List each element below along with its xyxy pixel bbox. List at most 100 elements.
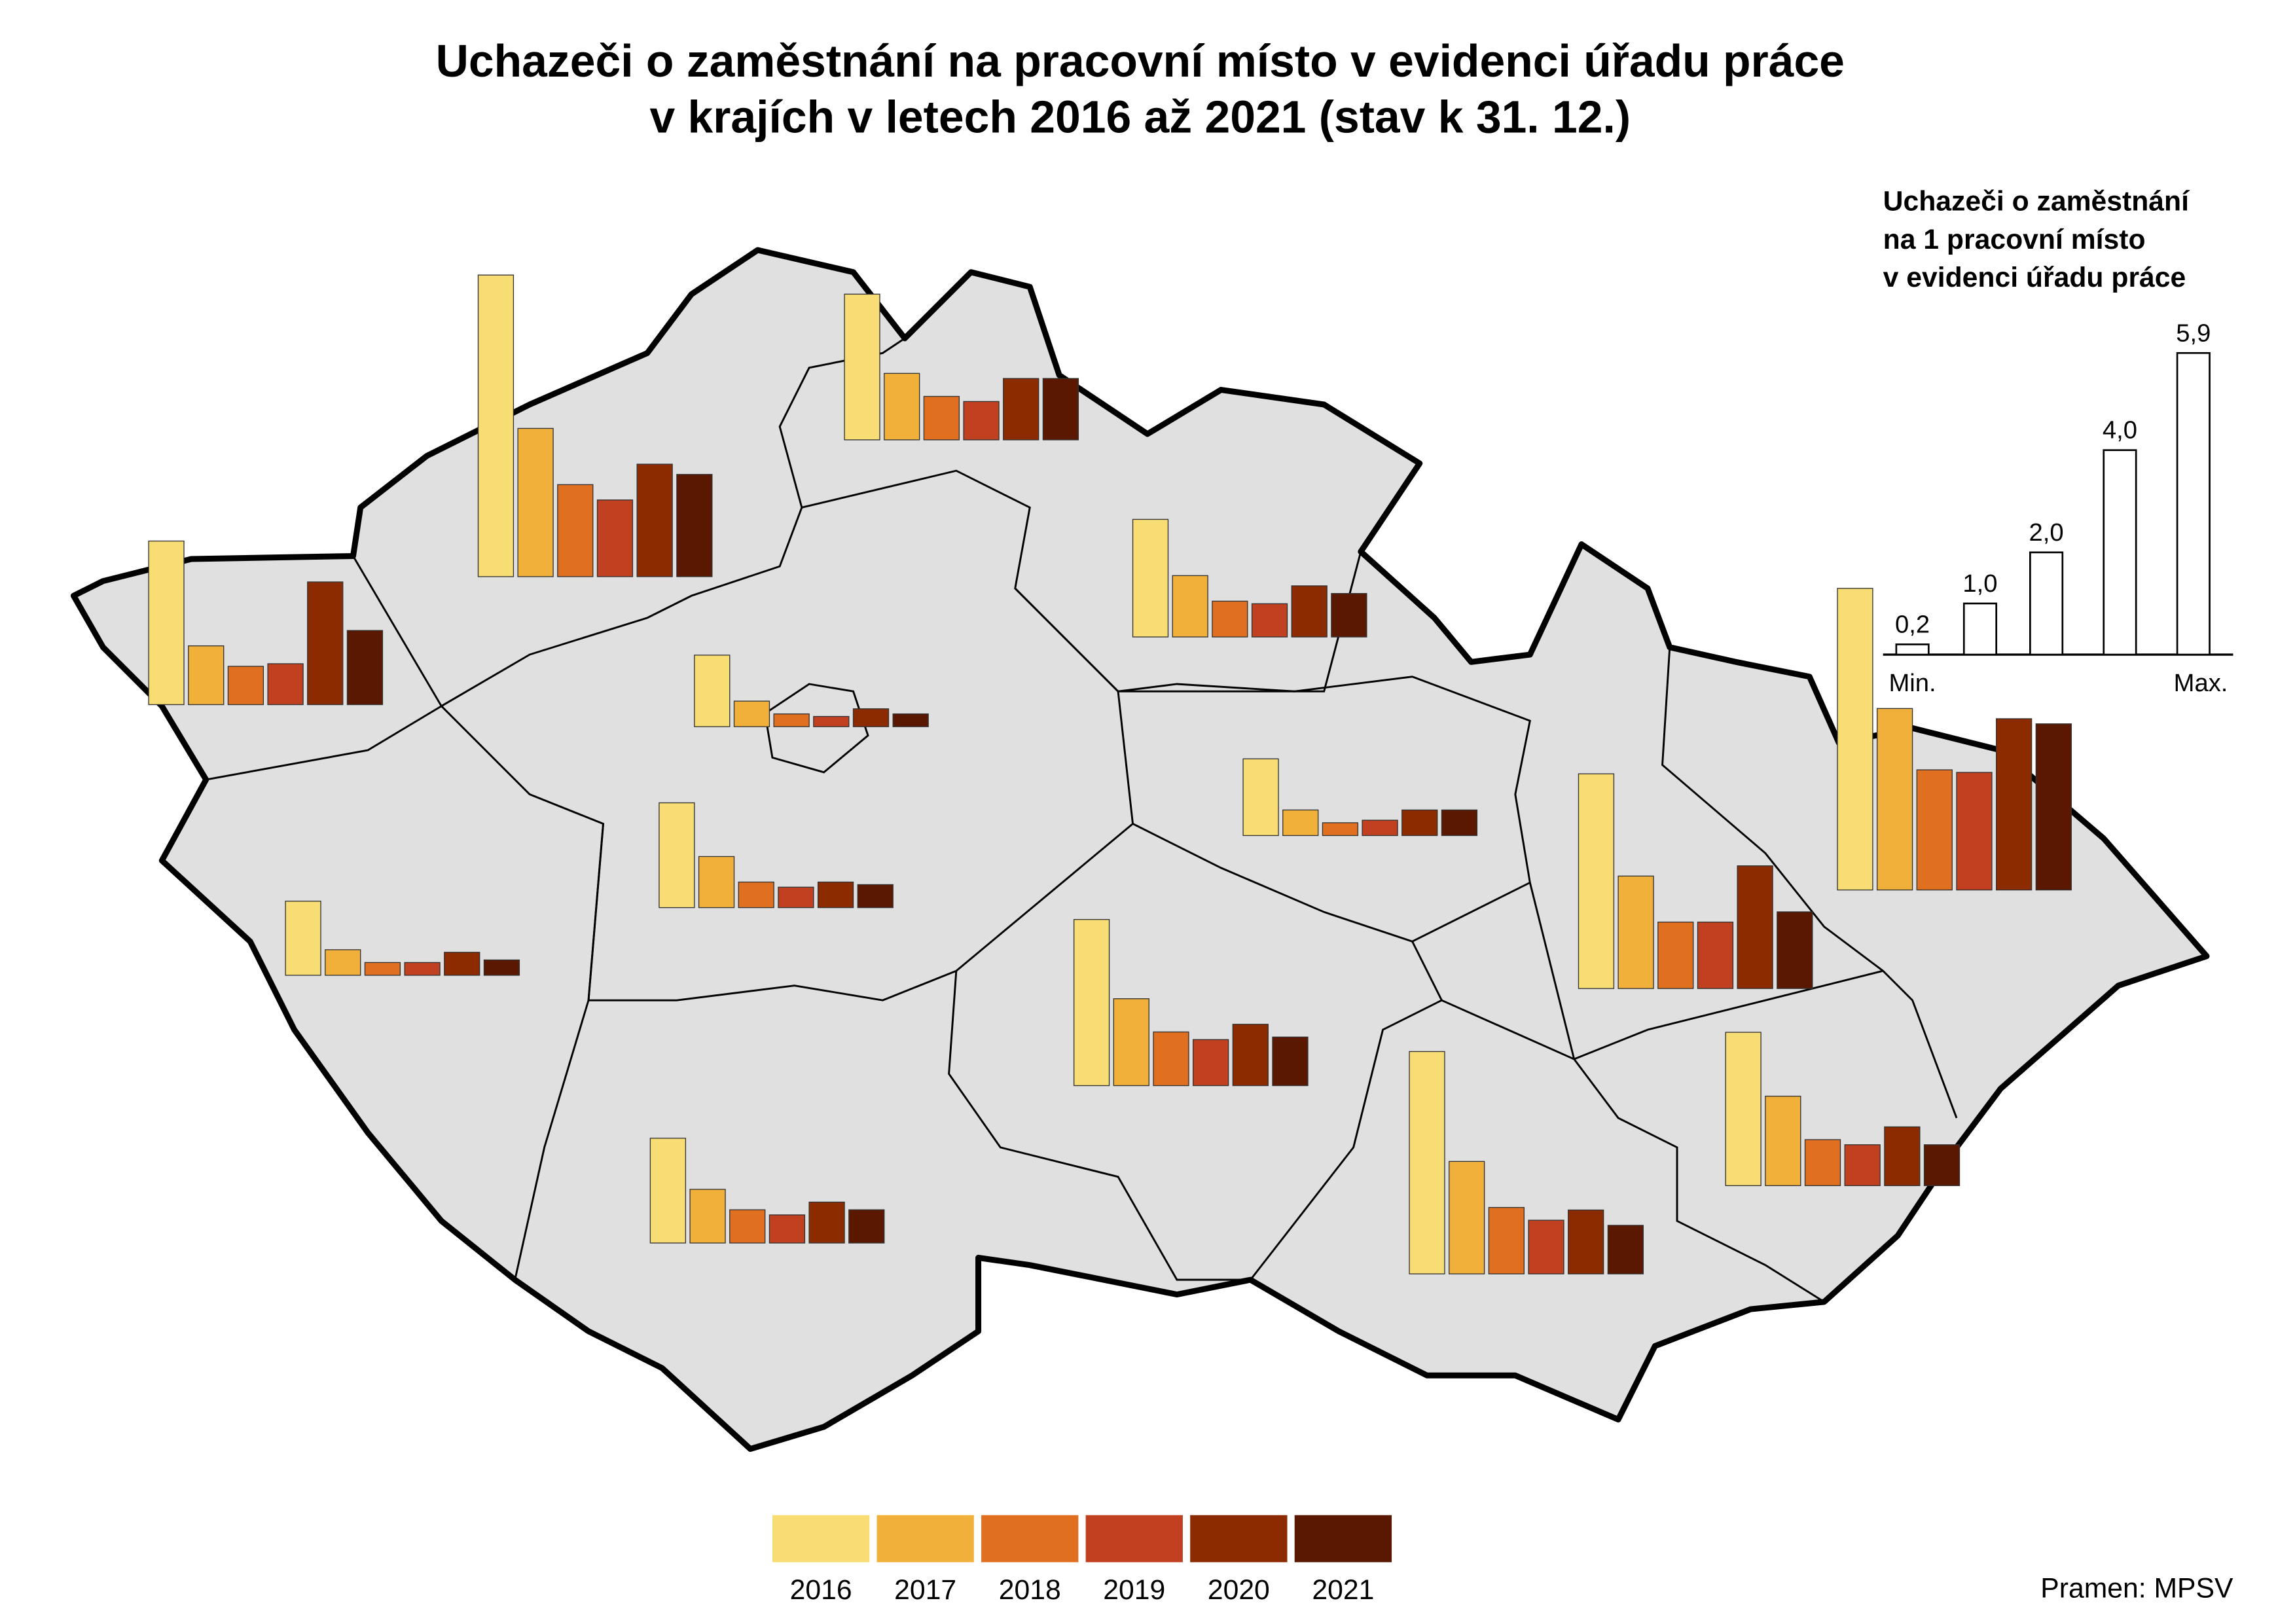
bar bbox=[892, 713, 929, 727]
bar bbox=[1212, 600, 1248, 638]
bar bbox=[1401, 809, 1438, 837]
key-bar bbox=[1962, 602, 1998, 656]
bar bbox=[1607, 1225, 1644, 1274]
key-bar bbox=[1895, 643, 1930, 656]
bar bbox=[659, 802, 695, 909]
bar bbox=[1765, 1095, 1801, 1186]
bar bbox=[1725, 1032, 1762, 1186]
legend-swatch bbox=[981, 1515, 1079, 1562]
bar bbox=[738, 881, 774, 909]
legend-label: 2017 bbox=[894, 1574, 956, 1606]
bar bbox=[1916, 769, 1953, 891]
legend-swatch bbox=[1294, 1515, 1392, 1562]
bar bbox=[1042, 378, 1079, 441]
bar bbox=[1441, 809, 1478, 837]
source: Pramen: MPSV bbox=[2040, 1573, 2233, 1604]
legend-label: 2018 bbox=[999, 1574, 1061, 1606]
key-bar bbox=[2176, 352, 2211, 656]
bar bbox=[729, 1209, 766, 1244]
bar bbox=[444, 952, 480, 976]
bar bbox=[267, 663, 304, 706]
bar bbox=[733, 700, 770, 727]
key-title: Uchazeči o zaměstnání bbox=[1883, 185, 2190, 217]
bar bbox=[963, 401, 1000, 441]
bar bbox=[404, 962, 441, 976]
key-value-label: 5,9 bbox=[2176, 319, 2211, 347]
bar bbox=[1073, 919, 1110, 1087]
bar bbox=[517, 427, 554, 577]
bar bbox=[884, 372, 920, 441]
bar bbox=[557, 484, 594, 577]
key-title: v evidenci úřadu práce bbox=[1883, 262, 2186, 293]
bar bbox=[1617, 875, 1654, 989]
bar bbox=[694, 655, 731, 727]
bar bbox=[1568, 1209, 1604, 1274]
bar bbox=[813, 715, 850, 727]
bar bbox=[844, 293, 880, 441]
bar bbox=[2035, 723, 2072, 891]
bar bbox=[1172, 575, 1208, 638]
bar bbox=[1697, 921, 1734, 989]
bar bbox=[1409, 1051, 1445, 1274]
bar bbox=[1528, 1219, 1564, 1274]
bar bbox=[346, 630, 384, 706]
bar bbox=[778, 886, 814, 909]
bar bbox=[596, 499, 634, 577]
bar bbox=[1837, 588, 1873, 891]
bar bbox=[1737, 865, 1773, 989]
bar bbox=[1876, 708, 1913, 891]
key-value-label: 1,0 bbox=[1962, 569, 1997, 598]
bar bbox=[1884, 1126, 1921, 1186]
bar bbox=[1331, 593, 1367, 638]
bar bbox=[1113, 998, 1149, 1087]
bar bbox=[364, 962, 401, 976]
bar bbox=[1844, 1144, 1881, 1186]
bar bbox=[227, 666, 264, 706]
key-bar bbox=[2103, 449, 2137, 656]
legend-label: 2021 bbox=[1312, 1574, 1374, 1606]
bar bbox=[1923, 1144, 1961, 1186]
bar bbox=[188, 645, 225, 706]
bar bbox=[768, 1214, 806, 1244]
bar bbox=[285, 901, 321, 976]
bar bbox=[1282, 809, 1319, 837]
bar bbox=[698, 856, 735, 909]
bar bbox=[857, 884, 894, 909]
bar bbox=[689, 1189, 726, 1244]
legend-label: 2020 bbox=[1208, 1574, 1270, 1606]
bar bbox=[483, 959, 520, 976]
bar bbox=[808, 1201, 845, 1244]
bar bbox=[1251, 603, 1288, 638]
legend-swatch bbox=[1085, 1515, 1183, 1562]
bar bbox=[1232, 1024, 1269, 1087]
bar bbox=[1578, 773, 1615, 989]
bar bbox=[773, 713, 810, 727]
bar bbox=[852, 708, 890, 727]
bar bbox=[676, 474, 713, 577]
legend-label: 2019 bbox=[1103, 1574, 1165, 1606]
bar bbox=[1003, 378, 1039, 441]
key-max-label: Max. bbox=[2174, 669, 2228, 697]
bar bbox=[1777, 911, 1813, 989]
chart-title: Uchazeči o zaměstnání na pracovní místo … bbox=[436, 35, 1845, 86]
bar bbox=[649, 1138, 687, 1244]
key-bar bbox=[2029, 551, 2064, 656]
bar bbox=[1153, 1031, 1189, 1087]
legend-label: 2016 bbox=[790, 1574, 852, 1606]
key-value-label: 0,2 bbox=[1895, 610, 1930, 638]
legend-swatch bbox=[876, 1515, 974, 1562]
legend-swatch bbox=[772, 1515, 870, 1562]
bar bbox=[307, 581, 344, 706]
bar bbox=[848, 1209, 885, 1244]
bar bbox=[636, 463, 673, 577]
bar bbox=[1362, 820, 1398, 837]
bar bbox=[1804, 1139, 1841, 1186]
key-title: na 1 pracovní místo bbox=[1883, 224, 2146, 255]
bar bbox=[1132, 518, 1169, 638]
bar bbox=[923, 395, 960, 441]
key-value-label: 2,0 bbox=[2029, 518, 2064, 547]
key-min-label: Min. bbox=[1889, 669, 1936, 697]
bar bbox=[148, 540, 185, 706]
bar bbox=[477, 274, 515, 577]
